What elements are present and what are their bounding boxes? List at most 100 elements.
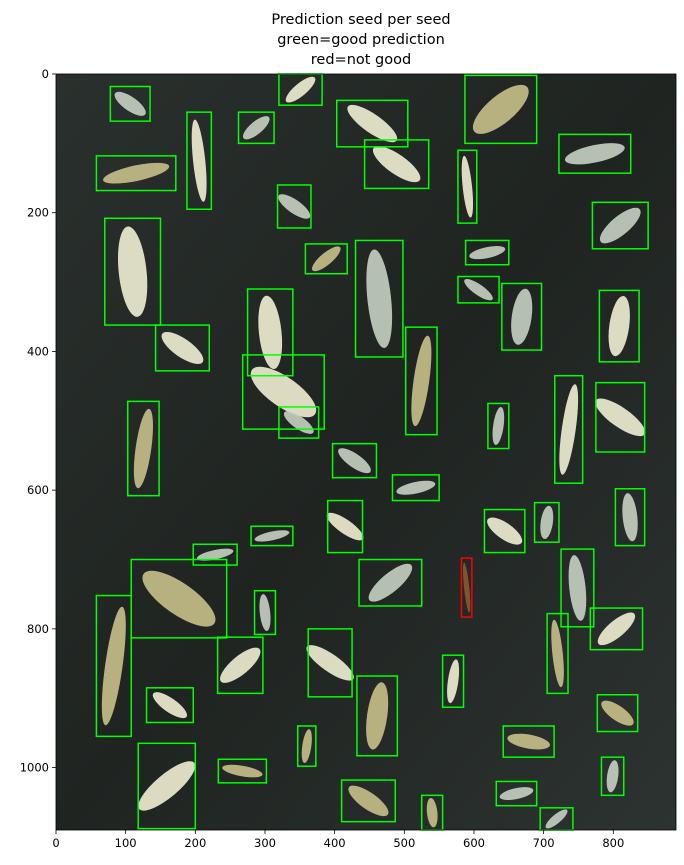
good-prediction-box [464,74,538,145]
seed [597,612,636,646]
seed [152,692,188,719]
good-prediction-box [464,239,510,266]
good-prediction-box [186,111,213,210]
good-prediction-box [331,442,378,479]
good-prediction-box [216,636,264,695]
seed [559,384,579,475]
good-prediction-box [104,217,162,326]
axes: 0 100 200 300 400 500 600 700 800 0 200 400 600 800 10… [20,67,677,850]
good-prediction-box [533,501,560,543]
seed [411,335,432,427]
x-tick-label: 0 [52,836,59,850]
good-prediction-box [502,725,555,758]
chart-title: Prediction seed per seed green=good pred… [271,12,450,68]
good-prediction-box [250,525,294,547]
seed [366,249,393,348]
good-prediction-box [495,780,538,807]
seed [472,84,529,134]
seed [161,331,204,364]
good-prediction-box [307,628,353,698]
good-prediction-box [95,594,132,738]
seed [220,647,261,683]
seed [306,645,354,681]
seed [622,493,638,542]
seed [606,760,619,793]
good-prediction-box [326,499,364,554]
seed [285,76,316,103]
seed [258,295,283,370]
seed [511,288,533,345]
seed [372,146,421,183]
seed [545,809,568,829]
seed [101,606,126,726]
x-tick-label: 200 [184,836,206,850]
seed [259,594,271,632]
y-tick-label: 200 [27,206,49,220]
good-prediction-box [335,99,409,148]
seed [250,366,317,418]
good-prediction-box [296,725,317,767]
good-prediction-box [598,289,640,363]
seed [499,787,534,801]
y-tick-label: 800 [27,622,49,636]
seed [133,408,153,489]
good-prediction-box [404,326,438,436]
seed [196,548,234,561]
axes-frame [55,73,677,831]
good-prediction-box [246,288,294,377]
x-tick-label: 400 [324,836,346,850]
good-prediction-box [241,354,325,430]
seed [540,505,554,540]
seed [469,246,506,260]
good-prediction-box [109,85,151,122]
seed [487,517,523,545]
seed [117,226,148,317]
seed [461,155,474,218]
seed [312,246,341,272]
seed [368,563,413,602]
title-line-1: Prediction seed per seed [271,12,450,28]
good-prediction-box [340,779,397,823]
good-prediction-box [483,508,526,554]
good-prediction-box [304,243,348,275]
good-prediction-box [363,139,430,190]
good-prediction-box [457,275,500,304]
good-prediction-box [145,687,194,724]
seed [601,700,634,726]
good-prediction-box [457,149,478,224]
seed [608,296,630,357]
seed [564,143,625,165]
seed [338,448,371,474]
good-prediction-box [95,155,177,192]
good-prediction-box [237,111,275,145]
seed [551,619,564,688]
y-tick-label: 400 [27,344,49,358]
seed [347,104,398,143]
good-prediction-box [127,400,160,497]
good-prediction-box [614,488,646,547]
title-line-3: red=not good [311,52,411,68]
y-tick-label: 1000 [20,761,49,775]
good-prediction-box [501,282,543,351]
seed [462,562,471,613]
good-prediction-box [595,381,646,453]
good-prediction-box [354,239,404,358]
seed [142,570,216,627]
good-prediction-box [192,543,238,566]
seed [301,729,312,764]
seed [114,91,146,116]
good-prediction-box [253,589,277,636]
good-prediction-box [278,406,320,439]
good-prediction-box [589,607,644,651]
x-tick-label: 300 [254,836,276,850]
seed [138,761,196,811]
seed [595,398,646,437]
x-tick-label: 700 [533,836,555,850]
seed [348,785,389,817]
seed [254,530,290,542]
prediction-boxes [95,73,649,831]
good-prediction-box [560,548,595,628]
good-prediction-box [356,675,399,757]
seed [366,682,389,750]
